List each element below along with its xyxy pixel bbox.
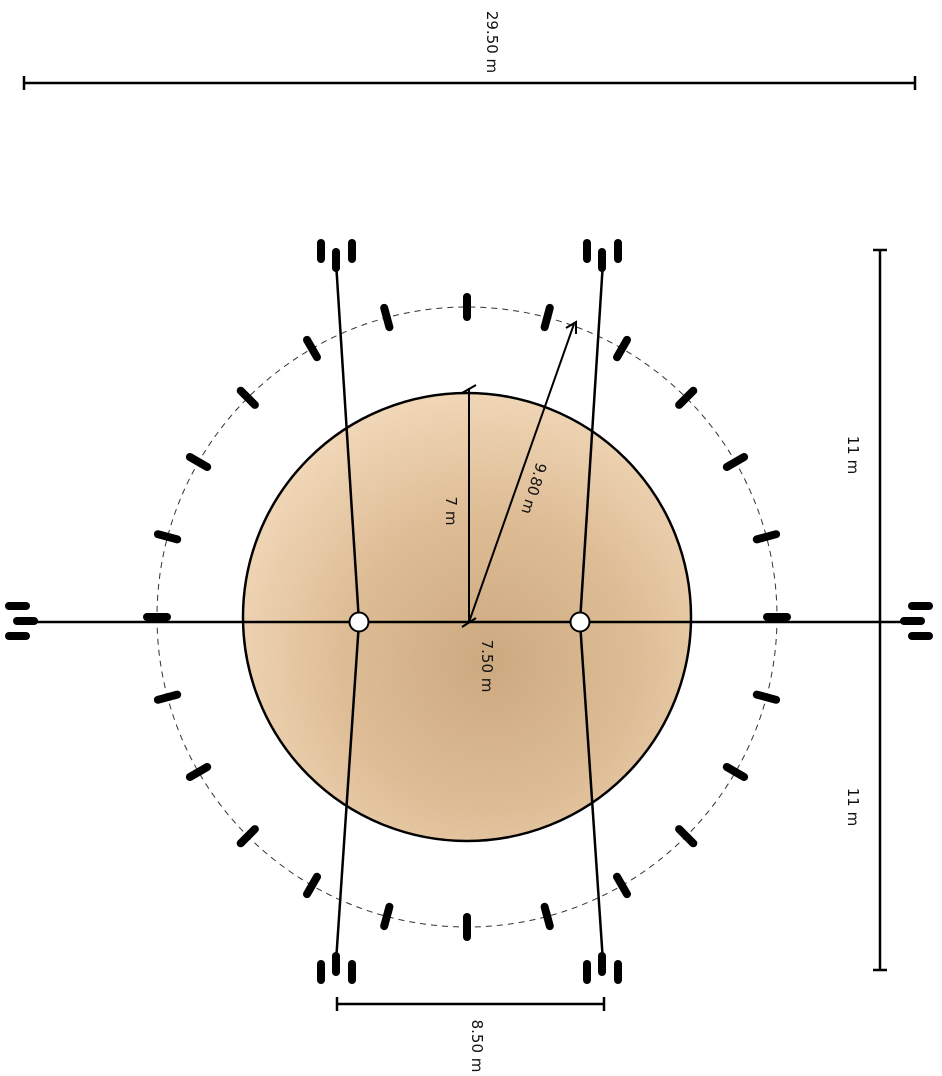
ring-pegs xyxy=(143,293,791,941)
ring-peg xyxy=(380,303,394,332)
guy-line-top-right xyxy=(578,261,605,623)
ring-peg xyxy=(303,872,321,899)
ring-peg xyxy=(380,902,394,931)
dimension-leg-spacing xyxy=(335,997,606,1011)
ring-peg xyxy=(303,335,321,362)
ground-texture xyxy=(244,394,690,840)
label-inner-radius: 7 m xyxy=(442,497,460,526)
pole-left xyxy=(348,611,370,633)
ring-peg xyxy=(675,386,698,409)
label-lower-half: 11 m xyxy=(844,788,862,826)
anchor-pegs-bottom-left xyxy=(317,952,356,984)
anchor-pegs-top-left xyxy=(317,239,356,272)
guy-line-top-left xyxy=(334,261,361,623)
ring-peg xyxy=(722,453,749,471)
ring-peg xyxy=(613,872,631,899)
guy-line-bottom-right xyxy=(578,621,605,963)
dimension-vertical xyxy=(873,248,887,972)
anchor-pegs-top-right xyxy=(583,239,622,272)
label-leg-spacing: 8.50 m xyxy=(468,1020,486,1073)
outer-radius-arrow xyxy=(565,320,577,334)
ring-peg xyxy=(153,530,182,544)
label-pole-offset: 7.50 m xyxy=(478,640,496,693)
ring-peg xyxy=(236,825,259,848)
anchor-pegs-bottom-right xyxy=(583,952,622,984)
anchor-pegs-right xyxy=(900,602,933,640)
ring-peg xyxy=(613,335,631,362)
inner-radius-tick xyxy=(461,384,477,394)
ring-peg xyxy=(722,763,749,781)
center-tick xyxy=(461,617,477,628)
guy-line-bottom-left xyxy=(334,621,361,963)
ring-peg xyxy=(540,303,554,332)
label-upper-half: 11 m xyxy=(844,436,862,474)
ring-peg xyxy=(236,386,259,409)
ring-peg xyxy=(675,825,698,848)
outer-radius-line xyxy=(468,323,575,623)
ring-peg xyxy=(752,690,781,704)
pole-right xyxy=(569,611,591,633)
ring-peg xyxy=(185,763,212,781)
ring-peg xyxy=(752,530,781,544)
ring-peg xyxy=(185,453,212,471)
dimension-overall-width xyxy=(22,76,917,90)
anchor-pegs-left xyxy=(5,602,38,640)
ring-peg xyxy=(540,902,554,931)
label-overall-width: 29.50 m xyxy=(483,11,501,73)
ring-peg xyxy=(153,690,182,704)
